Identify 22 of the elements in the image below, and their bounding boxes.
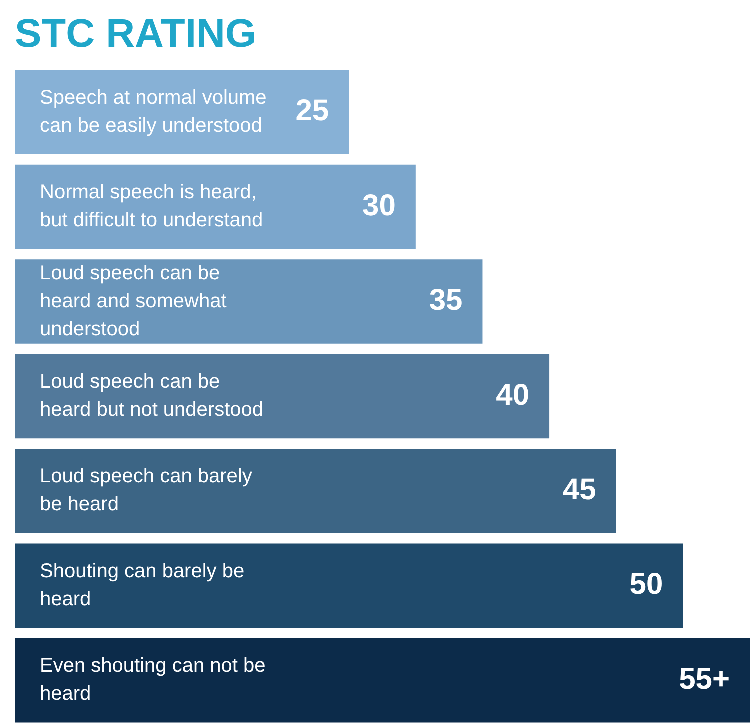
y-tick-label: Shouting can barely be heard (40, 560, 245, 610)
y-tick-label: Loud speech can barely be heard (40, 466, 252, 516)
bar (15, 164, 416, 250)
data-label: 25 (296, 94, 330, 128)
y-tick-label: Loud speech can be heard and somewhat understood (40, 262, 228, 340)
data-label: 45 (562, 473, 596, 506)
data-label: 35 (429, 284, 463, 318)
data-label: 30 (362, 189, 396, 222)
y-tick-label: Loud speech can be heard but not understood (40, 371, 264, 422)
bar (15, 638, 750, 723)
bar (15, 354, 550, 439)
data-label: 40 (496, 378, 530, 412)
bar (15, 70, 350, 155)
y-tick-label: Even shouting can not be heard (40, 655, 266, 706)
data-label: 55+ (679, 662, 730, 696)
bar (15, 544, 684, 628)
y-tick-label: Normal speech is heard, but difficult to understand (40, 182, 264, 232)
y-tick-label: Speech at normal volume can be easily understood (40, 86, 267, 137)
chart-title: STC RATING (15, 12, 256, 57)
data-label: 50 (630, 568, 664, 602)
bar (15, 260, 483, 344)
bar (15, 449, 616, 534)
